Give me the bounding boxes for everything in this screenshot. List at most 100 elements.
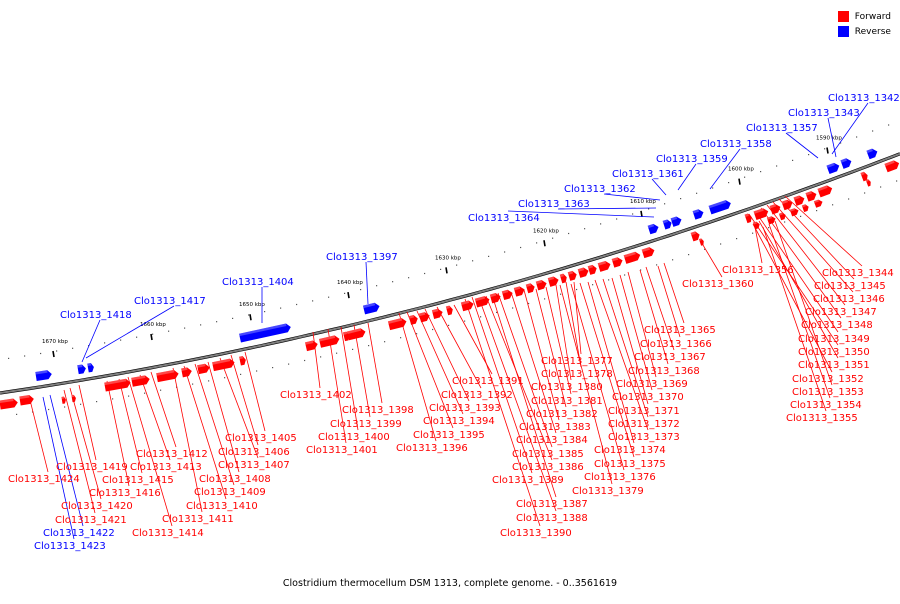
gene-label[interactable]: Clo1313_1396 xyxy=(396,443,468,454)
gene-label[interactable]: Clo1313_1418 xyxy=(60,310,132,321)
gene-label[interactable]: Clo1313_1372 xyxy=(608,419,680,430)
gene-label[interactable]: Clo1313_1384 xyxy=(516,435,588,446)
gene-label[interactable]: Clo1313_1385 xyxy=(512,449,584,460)
gene-label[interactable]: Clo1313_1397 xyxy=(326,252,398,263)
gene-label[interactable]: Clo1313_1365 xyxy=(644,325,716,336)
minor-tick-dot xyxy=(680,198,682,200)
gene-label[interactable]: Clo1313_1352 xyxy=(792,374,864,385)
gene-label[interactable]: Clo1313_1353 xyxy=(792,387,864,398)
gene-label[interactable]: Clo1313_1416 xyxy=(89,488,161,499)
gene-label[interactable]: Clo1313_1423 xyxy=(34,541,106,552)
gene-label[interactable]: Clo1313_1391 xyxy=(452,376,524,387)
gene-label[interactable]: Clo1313_1413 xyxy=(130,462,202,473)
gene-label[interactable]: Clo1313_1401 xyxy=(306,445,378,456)
gene-label[interactable]: Clo1313_1342 xyxy=(828,93,900,104)
gene-body xyxy=(408,314,418,325)
gene-label[interactable]: Clo1313_1419 xyxy=(56,462,128,473)
reverse-gene-arrow xyxy=(647,223,659,235)
gene-label[interactable]: Clo1313_1375 xyxy=(594,459,666,470)
gene-label[interactable]: Clo1313_1390 xyxy=(500,528,572,539)
gene-label[interactable]: Clo1313_1347 xyxy=(805,307,877,318)
gene-label[interactable]: Clo1313_1349 xyxy=(798,334,870,345)
gene-label[interactable]: Clo1313_1361 xyxy=(612,169,684,180)
gene-label[interactable]: Clo1313_1345 xyxy=(814,281,886,292)
forward-gene-arrow xyxy=(559,273,567,284)
gene-label[interactable]: Clo1313_1346 xyxy=(813,294,885,305)
gene-label[interactable]: Clo1313_1420 xyxy=(61,501,133,512)
gene-label[interactable]: Clo1313_1371 xyxy=(608,406,680,417)
gene-label[interactable]: Clo1313_1348 xyxy=(801,320,873,331)
gene-label[interactable]: Clo1313_1387 xyxy=(516,499,588,510)
gene-body xyxy=(35,370,52,381)
gene-label[interactable]: Clo1313_1354 xyxy=(790,400,862,411)
gene-label[interactable]: Clo1313_1344 xyxy=(822,268,894,279)
gene-highlight xyxy=(0,398,14,404)
gene-label[interactable]: Clo1313_1360 xyxy=(682,279,754,290)
gene-label[interactable]: Clo1313_1389 xyxy=(492,475,564,486)
leader-line xyxy=(453,304,493,375)
gene-label[interactable]: Clo1313_1373 xyxy=(608,432,680,443)
gene-label[interactable]: Clo1313_1400 xyxy=(318,432,390,443)
gene-label[interactable]: Clo1313_1402 xyxy=(280,390,352,401)
gene-highlight xyxy=(577,267,585,272)
gene-label[interactable]: Clo1313_1374 xyxy=(594,445,666,456)
minor-tick-dot xyxy=(368,345,370,347)
minor-tick-dot xyxy=(568,232,570,235)
forward-gene-arrow xyxy=(597,260,611,272)
gene-label[interactable]: Clo1313_1399 xyxy=(330,419,402,430)
gene-label[interactable]: Clo1313_1388 xyxy=(516,513,588,524)
gene-label[interactable]: Clo1313_1355 xyxy=(786,413,858,424)
gene-label[interactable]: Clo1313_1408 xyxy=(199,474,271,485)
gene-highlight xyxy=(753,208,764,214)
minor-tick-dot xyxy=(696,192,698,194)
gene-label[interactable]: Clo1313_1356 xyxy=(722,265,794,276)
gene-label[interactable]: Clo1313_1370 xyxy=(612,392,684,403)
gene-label[interactable]: Clo1313_1366 xyxy=(640,339,712,350)
gene-label[interactable]: Clo1313_1363 xyxy=(518,199,590,210)
gene-label[interactable]: Clo1313_1359 xyxy=(656,154,728,165)
gene-label[interactable]: Clo1313_1392 xyxy=(441,390,513,401)
gene-body xyxy=(698,238,704,246)
gene-label[interactable]: Clo1313_1376 xyxy=(584,472,656,483)
gene-label[interactable]: Clo1313_1393 xyxy=(429,403,501,414)
gene-label[interactable]: Clo1313_1422 xyxy=(43,528,115,539)
gene-label[interactable]: Clo1313_1411 xyxy=(162,514,234,525)
gene-label[interactable]: Clo1313_1343 xyxy=(788,108,860,119)
gene-label[interactable]: Clo1313_1383 xyxy=(519,422,591,433)
gene-label[interactable]: Clo1313_1410 xyxy=(186,501,258,512)
gene-label[interactable]: Clo1313_1424 xyxy=(8,474,80,485)
gene-label[interactable]: Clo1313_1386 xyxy=(512,462,584,473)
gene-label[interactable]: Clo1313_1381 xyxy=(531,396,603,407)
gene-label[interactable]: Clo1313_1378 xyxy=(541,369,613,380)
gene-label[interactable]: Clo1313_1357 xyxy=(746,123,818,134)
major-tick xyxy=(738,178,741,185)
gene-label[interactable]: Clo1313_1412 xyxy=(136,449,208,460)
minor-tick-dot xyxy=(464,320,466,322)
gene-label[interactable]: Clo1313_1414 xyxy=(132,528,204,539)
gene-label[interactable]: Clo1313_1367 xyxy=(634,352,706,363)
gene-label[interactable]: Clo1313_1394 xyxy=(423,416,495,427)
gene-label[interactable]: Clo1313_1417 xyxy=(134,296,206,307)
gene-label[interactable]: Clo1313_1358 xyxy=(700,139,772,150)
gene-label[interactable]: Clo1313_1362 xyxy=(564,184,636,195)
gene-label[interactable]: Clo1313_1415 xyxy=(102,475,174,486)
gene-label[interactable]: Clo1313_1409 xyxy=(194,487,266,498)
gene-label[interactable]: Clo1313_1351 xyxy=(798,360,870,371)
gene-label[interactable]: Clo1313_1406 xyxy=(218,447,290,458)
minor-tick-dot xyxy=(216,321,218,323)
gene-label[interactable]: Clo1313_1380 xyxy=(531,382,603,393)
gene-label[interactable]: Clo1313_1382 xyxy=(526,409,598,420)
gene-label[interactable]: Clo1313_1369 xyxy=(616,379,688,390)
gene-label[interactable]: Clo1313_1377 xyxy=(541,356,613,367)
gene-label[interactable]: Clo1313_1350 xyxy=(798,347,870,358)
gene-label[interactable]: Clo1313_1368 xyxy=(628,366,700,377)
gene-label[interactable]: Clo1313_1379 xyxy=(572,486,644,497)
gene-label[interactable]: Clo1313_1398 xyxy=(342,405,414,416)
gene-label[interactable]: Clo1313_1421 xyxy=(55,515,127,526)
gene-label[interactable]: Clo1313_1404 xyxy=(222,277,294,288)
gene-label[interactable]: Clo1313_1395 xyxy=(413,430,485,441)
gene-label[interactable]: Clo1313_1364 xyxy=(468,213,540,224)
gene-label[interactable]: Clo1313_1405 xyxy=(225,433,297,444)
gene-label[interactable]: Clo1313_1407 xyxy=(218,460,290,471)
